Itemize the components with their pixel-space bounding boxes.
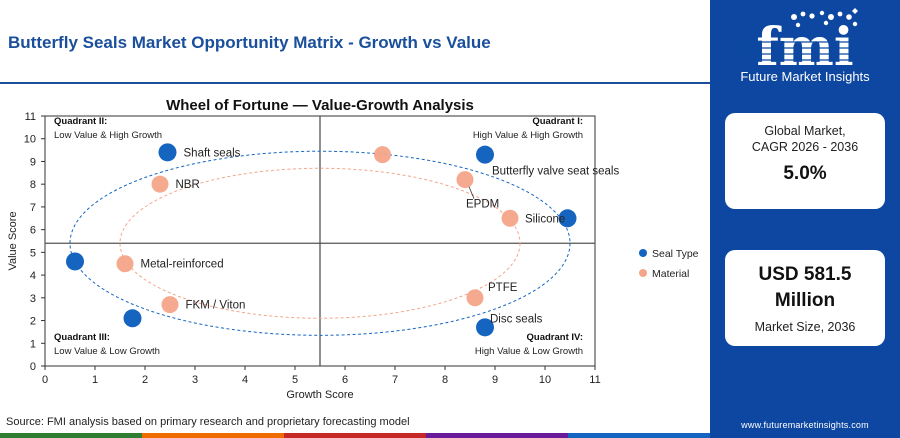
cagr-label: Global Market, CAGR 2026 - 2036	[725, 123, 885, 155]
quadrant-description: Low Value & High Growth	[54, 130, 162, 141]
data-point	[66, 252, 84, 271]
y-tick-label: 10	[24, 134, 36, 146]
footer-bar-segment	[568, 433, 710, 438]
y-tick-label: 1	[30, 338, 36, 350]
x-tick-label: 2	[142, 374, 148, 386]
point-label: EPDM	[466, 199, 499, 211]
x-tick-label: 0	[42, 374, 48, 386]
x-tick-label: 3	[192, 374, 198, 386]
y-tick-label: 6	[30, 225, 36, 237]
legend-marker	[639, 249, 647, 257]
legend-label: Material	[652, 268, 689, 280]
footer-bar-segment	[426, 433, 568, 438]
x-tick-label: 8	[442, 374, 448, 386]
x-tick-label: 10	[539, 374, 551, 386]
cagr-card: Global Market, CAGR 2026 - 2036 5.0%	[725, 113, 885, 209]
legend-marker	[639, 269, 647, 277]
footer-color-bar	[0, 433, 710, 438]
data-point	[466, 289, 484, 307]
y-tick-label: 2	[30, 316, 36, 328]
ring-material	[119, 167, 521, 319]
market-size-card: USD 581.5 Million Market Size, 2036	[725, 250, 885, 346]
point-label: NBR	[176, 179, 200, 191]
x-tick-label: 9	[492, 374, 498, 386]
market-size-value-line1: USD 581.5	[758, 264, 852, 285]
opportunity-matrix-chart: Wheel of Fortune — Value-Growth Analysis…	[0, 86, 710, 416]
data-point	[501, 209, 519, 227]
y-tick-label: 5	[30, 247, 36, 259]
y-tick-label: 11	[25, 111, 36, 123]
quadrant-description: Low Value & Low Growth	[54, 346, 160, 357]
fmi-logo: fmi Future Market Insights	[710, 6, 900, 84]
cagr-value: 5.0%	[783, 163, 827, 184]
market-size-value: USD 581.5 Million	[725, 262, 885, 314]
y-tick-label: 4	[30, 270, 36, 282]
x-tick-label: 6	[342, 374, 348, 386]
quadrant-name: Quadrant III:	[54, 332, 110, 343]
data-point	[476, 318, 494, 337]
data-point	[456, 171, 474, 189]
point-label: Butterfly valve seat seals	[492, 166, 619, 178]
footer-bar-segment	[284, 433, 426, 438]
x-axis-label: Growth Score	[286, 389, 353, 401]
source-note: Source: FMI analysis based on primary re…	[6, 416, 410, 428]
point-label: Silicone	[525, 213, 565, 225]
y-tick-label: 3	[30, 293, 36, 305]
quadrant-name: Quadrant I:	[532, 116, 583, 127]
x-tick-label: 4	[242, 374, 248, 386]
title-divider	[0, 82, 710, 84]
point-label: Metal-reinforced	[141, 259, 224, 271]
data-point	[116, 255, 134, 273]
chart-title: Wheel of Fortune — Value-Growth Analysis	[166, 97, 474, 114]
footer-bar-segment	[0, 433, 142, 438]
market-size-label: Market Size, 2036	[754, 320, 856, 334]
chart-svg: Wheel of Fortune — Value-Growth Analysis…	[7, 97, 699, 401]
market-size-value-line2: Million	[774, 290, 836, 311]
x-tick-label: 7	[392, 374, 398, 386]
quadrant-description: High Value & High Growth	[473, 130, 583, 141]
point-label: FKM / Viton	[186, 300, 246, 312]
quadrant-name: Quadrant II:	[54, 116, 107, 127]
quadrant-name: Quadrant IV:	[527, 332, 583, 343]
cagr-label-line1: Global Market,	[764, 124, 846, 138]
x-tick-label: 1	[92, 374, 98, 386]
data-point	[476, 145, 494, 164]
y-tick-label: 7	[30, 202, 36, 214]
fmi-logo-icon: fmi	[736, 8, 874, 68]
y-tick-label: 0	[30, 361, 36, 373]
cagr-label-line2: CAGR 2026 - 2036	[751, 140, 859, 154]
data-point	[161, 296, 179, 314]
logo-text: Future Market Insights	[740, 69, 870, 84]
x-tick-label: 5	[292, 374, 298, 386]
data-point	[558, 209, 577, 228]
website-link[interactable]: www.futuremarketinsights.com	[741, 420, 869, 430]
x-tick-label: 11	[589, 374, 600, 386]
data-point	[123, 309, 142, 328]
y-axis-label: Value Score	[7, 211, 19, 270]
data-point	[374, 146, 391, 164]
y-tick-label: 8	[30, 179, 36, 191]
sidebar-panel: fmi Future Market Insights Global Market…	[710, 0, 900, 438]
point-label: PTFE	[488, 282, 518, 294]
data-point	[151, 175, 169, 193]
legend-label: Seal Type	[652, 248, 699, 260]
point-label: Shaft seals	[184, 147, 241, 159]
page-title: Butterfly Seals Market Opportunity Matri…	[8, 33, 491, 52]
y-tick-label: 9	[30, 156, 36, 168]
epdm-leader-line	[468, 186, 475, 199]
point-label: Disc seals	[490, 313, 543, 325]
quadrant-description: High Value & Low Growth	[475, 346, 583, 357]
ring-seal-type	[69, 150, 571, 336]
footer-bar-segment	[142, 433, 284, 438]
data-point	[158, 143, 177, 162]
